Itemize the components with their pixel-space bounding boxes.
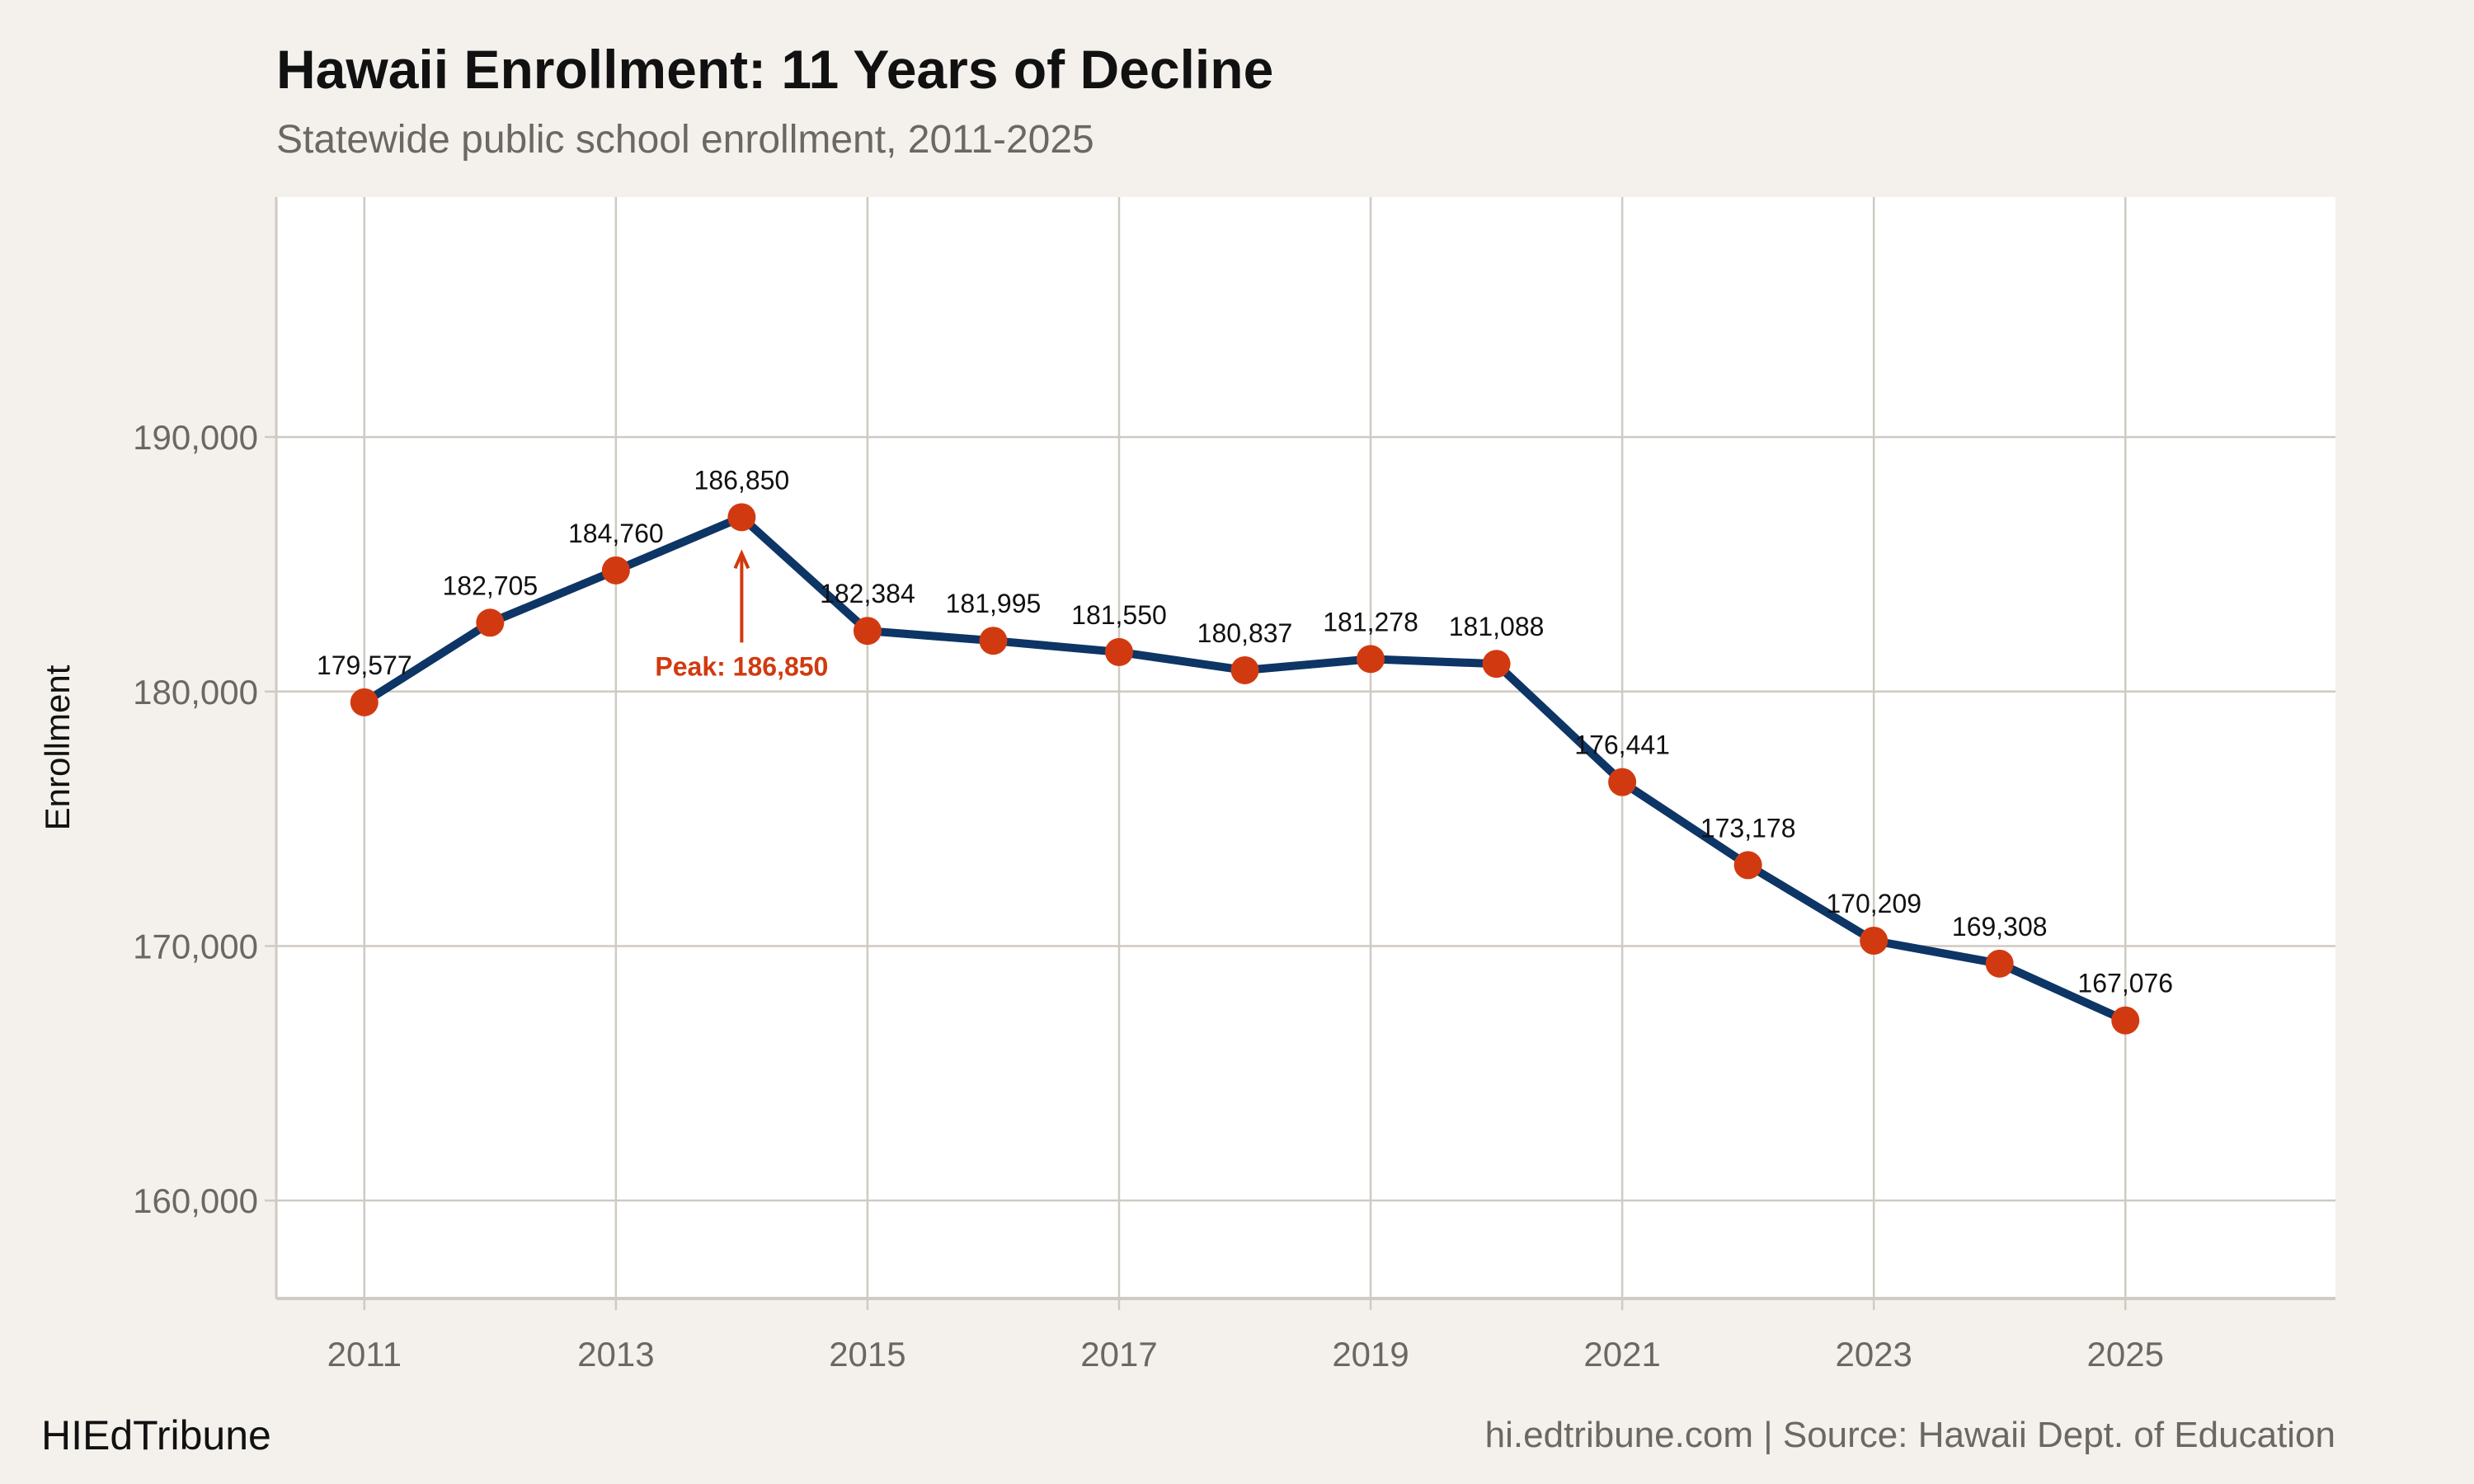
data-label: 181,278 xyxy=(1323,607,1418,636)
data-label: 170,209 xyxy=(1826,889,1921,918)
data-label: 179,577 xyxy=(317,650,412,680)
data-point xyxy=(853,617,882,646)
x-tick-label: 2023 xyxy=(1835,1335,1912,1374)
brand-logo-text: HIEdTribune xyxy=(41,1412,271,1458)
data-point xyxy=(601,556,630,585)
data-label: 184,760 xyxy=(568,519,664,548)
data-label: 173,178 xyxy=(1700,813,1796,843)
data-label: 181,088 xyxy=(1449,612,1545,641)
data-label: 181,550 xyxy=(1071,600,1167,630)
data-label: 182,705 xyxy=(442,571,538,600)
x-tick-label: 2017 xyxy=(1080,1335,1157,1374)
x-tick-label: 2019 xyxy=(1332,1335,1409,1374)
data-label: 181,995 xyxy=(946,589,1042,618)
x-tick-label: 2021 xyxy=(1583,1335,1660,1374)
data-label: 169,308 xyxy=(1952,912,2048,942)
data-point xyxy=(1230,655,1259,684)
data-point xyxy=(1104,637,1133,666)
data-point xyxy=(2111,1006,2140,1035)
y-tick-label: 170,000 xyxy=(133,927,258,965)
data-point xyxy=(1985,949,2014,978)
data-point xyxy=(1608,768,1637,796)
data-label: 167,076 xyxy=(2077,969,2173,998)
y-axis-label: Enrollment xyxy=(38,665,77,830)
y-tick-label: 180,000 xyxy=(133,673,258,711)
data-label: 176,441 xyxy=(1574,730,1670,760)
plot-panel xyxy=(276,197,2335,1298)
data-point xyxy=(979,627,1008,655)
data-point xyxy=(350,688,379,716)
x-tick-label: 2013 xyxy=(577,1335,654,1374)
y-tick-label: 190,000 xyxy=(133,418,258,457)
chart-subtitle: Statewide public school enrollment, 2011… xyxy=(276,118,1094,162)
data-label: 180,837 xyxy=(1197,618,1293,648)
source-credit: hi.edtribune.com | Source: Hawaii Dept. … xyxy=(1484,1415,2335,1455)
y-tick-label: 160,000 xyxy=(133,1181,258,1220)
x-tick-label: 2011 xyxy=(327,1335,402,1374)
chart-title: Hawaii Enrollment: 11 Years of Decline xyxy=(276,39,1274,100)
data-point xyxy=(1357,645,1385,674)
data-label: 186,850 xyxy=(694,465,790,495)
x-tick-label: 2015 xyxy=(829,1335,905,1374)
data-point xyxy=(727,503,756,532)
x-tick-label: 2025 xyxy=(2087,1335,2164,1374)
data-point xyxy=(1733,851,1762,880)
arrow-head-icon xyxy=(733,549,750,570)
data-label: 182,384 xyxy=(820,579,915,608)
peak-annotation: Peak: 186,850 xyxy=(655,651,828,681)
data-point xyxy=(1860,927,1888,956)
data-point xyxy=(476,608,505,637)
data-point xyxy=(1482,650,1511,679)
